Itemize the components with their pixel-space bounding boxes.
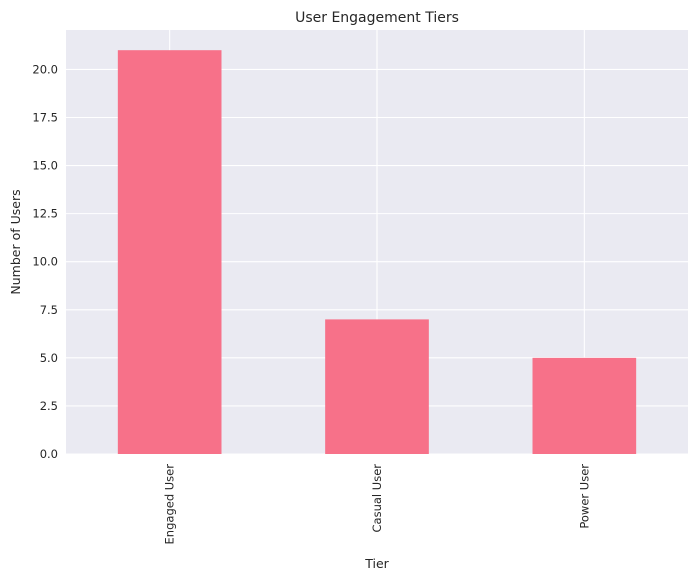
y-tick-label: 12.5 xyxy=(32,207,58,221)
x-tick-label: Power User xyxy=(577,464,591,529)
y-tick-label: 20.0 xyxy=(32,62,58,76)
y-tick-labels: 0.0 2.5 5.0 7.5 10.0 12.5 15.0 17.5 20.0 xyxy=(32,62,58,461)
x-tick-labels: Engaged User Casual User Power User xyxy=(163,464,592,545)
y-tick-label: 0.0 xyxy=(40,447,58,461)
y-tick-label: 10.0 xyxy=(32,255,58,269)
x-tick-label: Engaged User xyxy=(163,464,177,545)
bar-power-user xyxy=(532,357,637,454)
y-tick-label: 2.5 xyxy=(40,399,58,413)
y-tick-label: 15.0 xyxy=(32,159,58,173)
chart-title: User Engagement Tiers xyxy=(295,10,459,26)
y-tick-label: 7.5 xyxy=(40,303,58,317)
y-tick-label: 17.5 xyxy=(32,110,58,124)
bar-engaged-user xyxy=(117,50,222,454)
x-axis-label: Tier xyxy=(364,556,389,571)
y-tick-label: 5.0 xyxy=(40,351,58,365)
y-axis-label: Number of Users xyxy=(8,189,23,294)
x-tick-label: Casual User xyxy=(370,464,384,533)
bar-casual-user xyxy=(325,319,429,454)
bars xyxy=(117,50,637,454)
